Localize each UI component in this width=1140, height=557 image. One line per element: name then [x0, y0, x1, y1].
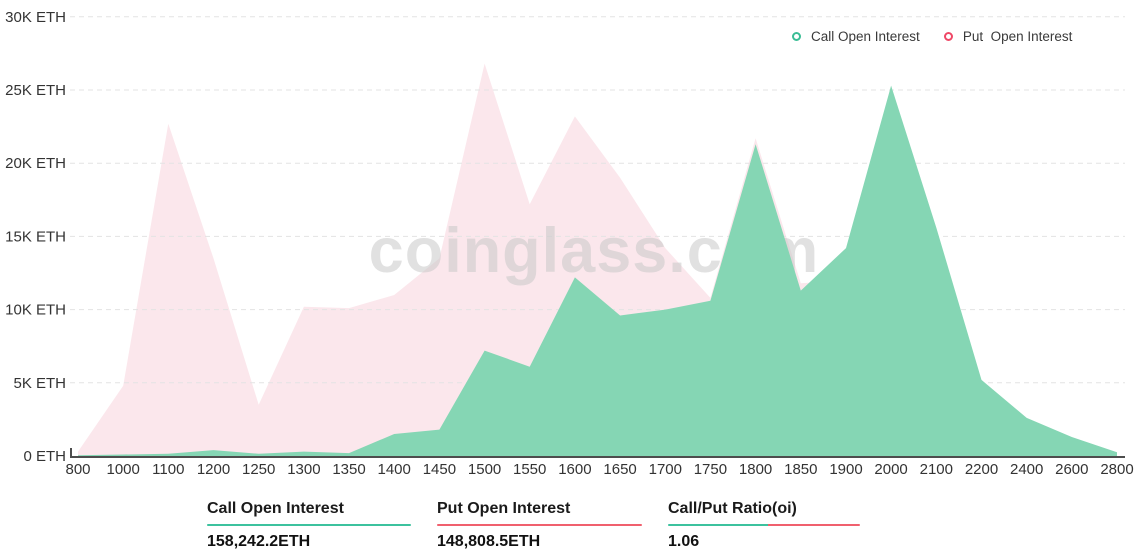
y-axis-label: 0 ETH [23, 448, 66, 465]
x-axis-label: 1350 [332, 461, 365, 478]
stat-put-value: 148,808.5ETH [437, 533, 541, 550]
y-axis-label: 25K ETH [5, 82, 66, 99]
y-axis-label: 30K ETH [5, 9, 66, 26]
x-axis-label: 1550 [513, 461, 546, 478]
legend-item-put[interactable]: Put Open Interest [943, 29, 1073, 44]
y-axis-label: 15K ETH [5, 228, 66, 245]
stat-call-label: Call Open Interest [207, 500, 344, 517]
gridlines [70, 16, 1125, 384]
x-axis-label: 1100 [152, 461, 184, 478]
legend-put-label: Put Open Interest [962, 29, 1073, 44]
y-axis-labels: 0 ETH 5K ETH 10K ETH 15K ETH 20K ETH 25K ETH 3… [5, 9, 66, 465]
x-axis-label: 1850 [784, 461, 817, 478]
summary-stats-row: Call Open Interest 158,242.2ETH Put Open… [0, 499, 1140, 557]
chart-legend: Call Open Interest Put Open Interest [792, 29, 1072, 44]
x-axis-label: 2800 [1100, 461, 1133, 478]
x-axis-label: 2100 [920, 461, 953, 478]
x-axis-label: 2600 [1055, 461, 1088, 478]
y-axis-label: 10K ETH [5, 302, 66, 319]
stat-call-open-interest: Call Open Interest 158,242.2ETH [207, 499, 411, 551]
stat-put-open-interest: Put Open Interest 148,808.5ETH [437, 499, 642, 551]
legend-item-call[interactable]: Call Open Interest [792, 29, 920, 44]
stat-call-value: 158,242.2ETH [207, 533, 311, 550]
legend-call-label: Call Open Interest [811, 29, 920, 44]
x-axis-label: 1450 [423, 461, 456, 478]
x-axis-label: 1400 [378, 461, 411, 478]
call-area-layer [78, 85, 1117, 456]
x-axis-label: 2200 [965, 461, 998, 478]
y-axis-label: 5K ETH [13, 375, 66, 392]
x-axis-label: 1900 [829, 461, 862, 478]
x-axis-label: 1300 [287, 461, 320, 478]
put-underline [437, 524, 642, 526]
x-axis-line [70, 448, 1125, 458]
x-axis-label: 1800 [739, 461, 772, 478]
x-axis-label: 1000 [107, 461, 140, 478]
x-axis-label: 1200 [197, 461, 230, 478]
x-axis-labels: 800 1000 1100 1200 1250 1300 1350 1400 1450 1500 1… [65, 461, 1133, 478]
call-area [78, 85, 1117, 456]
x-axis-label: 1250 [242, 461, 275, 478]
stat-put-label: Put Open Interest [437, 500, 571, 517]
x-axis-label: 1700 [649, 461, 682, 478]
put-legend-dot-icon [943, 32, 953, 41]
x-axis-label: 1650 [603, 461, 636, 478]
x-axis-label: 1600 [558, 461, 591, 478]
call-legend-dot-icon [792, 32, 801, 41]
stat-call-put-ratio: Call/Put Ratio(oi) 1.06 [668, 499, 860, 551]
stat-ratio-label: Call/Put Ratio(oi) [668, 500, 797, 517]
x-axis-label: 800 [65, 461, 90, 478]
x-axis-label: 2000 [874, 461, 907, 478]
stat-ratio-value: 1.06 [668, 533, 700, 550]
call-underline [207, 524, 411, 526]
ratio-underline [668, 524, 860, 526]
x-axis-label: 1750 [694, 461, 727, 478]
y-axis-label: 20K ETH [5, 155, 66, 172]
x-axis-label: 2400 [1010, 461, 1043, 478]
x-axis-label: 1500 [468, 461, 501, 478]
